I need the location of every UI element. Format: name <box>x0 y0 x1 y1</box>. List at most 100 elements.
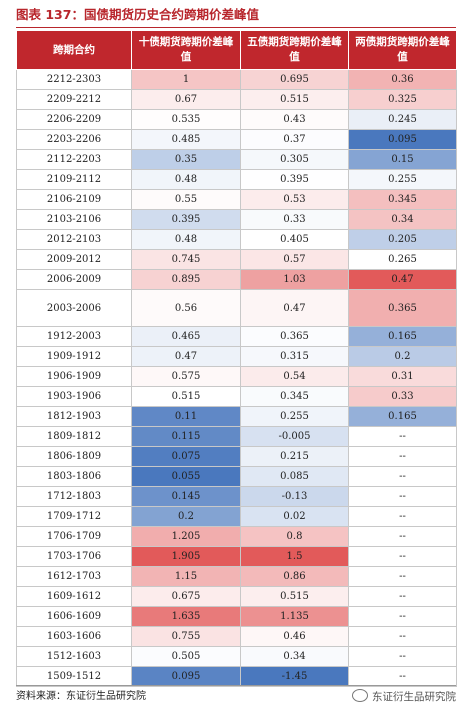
table-row: 1906-1909 0.575 0.54 0.31 <box>16 366 457 387</box>
cell-contract: 2212-2303 <box>16 69 132 90</box>
cell-five-year: 0.345 <box>240 386 349 407</box>
cell-two-year: -- <box>348 506 457 527</box>
table-row: 2206-2209 0.535 0.43 0.245 <box>16 109 457 130</box>
cell-contract: 1512-1603 <box>16 646 132 667</box>
cell-five-year: -0.13 <box>240 486 349 507</box>
table-row: 1606-1609 1.635 1.135 -- <box>16 606 457 627</box>
cell-contract: 2106-2109 <box>16 189 132 210</box>
cell-ten-year: 0.075 <box>131 446 241 467</box>
cell-two-year: 0.365 <box>348 289 457 327</box>
cell-ten-year: 0.535 <box>131 109 241 130</box>
header-ten-year: 十债期货跨期价差峰值 <box>131 30 241 70</box>
cell-five-year: 0.86 <box>240 566 349 587</box>
footer-rule <box>16 685 456 686</box>
cell-five-year: 0.37 <box>240 129 349 150</box>
cell-contract: 2003-2006 <box>16 289 132 327</box>
cell-contract: 1809-1812 <box>16 426 132 447</box>
cell-five-year: 0.695 <box>240 69 349 90</box>
cell-ten-year: 0.895 <box>131 269 241 290</box>
cell-ten-year: 0.505 <box>131 646 241 667</box>
cell-contract: 1712-1803 <box>16 486 132 507</box>
table-row: 1709-1712 0.2 0.02 -- <box>16 506 457 527</box>
header-row: 跨期合约 十债期货跨期价差峰值 五债期货跨期价差峰值 两债期货跨期价差峰值 <box>16 30 457 70</box>
cell-five-year: 0.8 <box>240 526 349 547</box>
cell-five-year: 0.255 <box>240 406 349 427</box>
cell-two-year: 0.325 <box>348 89 457 110</box>
cell-contract: 1612-1703 <box>16 566 132 587</box>
cell-five-year: 0.305 <box>240 149 349 170</box>
table-row: 2209-2212 0.67 0.515 0.325 <box>16 89 457 110</box>
header-contract: 跨期合约 <box>16 30 132 70</box>
table-row: 1809-1812 0.115 -0.005 -- <box>16 426 457 447</box>
table-row: 1603-1606 0.755 0.46 -- <box>16 626 457 647</box>
cell-two-year: -- <box>348 526 457 547</box>
cell-five-year: 0.02 <box>240 506 349 527</box>
cell-ten-year: 1 <box>131 69 241 90</box>
table-row: 1909-1912 0.47 0.315 0.2 <box>16 346 457 367</box>
cell-contract: 2103-2106 <box>16 209 132 230</box>
cell-two-year: 0.15 <box>348 149 457 170</box>
cell-five-year: 0.43 <box>240 109 349 130</box>
cell-contract: 1509-1512 <box>16 666 132 687</box>
cell-contract: 2009-2012 <box>16 249 132 270</box>
cell-contract: 1906-1909 <box>16 366 132 387</box>
cell-contract: 1703-1706 <box>16 546 132 567</box>
watermark: 东证衍生品研究院 <box>352 686 456 708</box>
cell-contract: 2206-2209 <box>16 109 132 130</box>
table-row: 2203-2206 0.485 0.37 0.095 <box>16 129 457 150</box>
table-row: 1912-2003 0.465 0.365 0.165 <box>16 326 457 347</box>
table-row: 2012-2103 0.48 0.405 0.205 <box>16 229 457 250</box>
cell-ten-year: 0.145 <box>131 486 241 507</box>
cell-two-year: -- <box>348 446 457 467</box>
cell-ten-year: 0.745 <box>131 249 241 270</box>
cell-five-year: 0.54 <box>240 366 349 387</box>
cell-ten-year: 0.35 <box>131 149 241 170</box>
table-row: 1903-1906 0.515 0.345 0.33 <box>16 386 457 407</box>
cell-two-year: -- <box>348 426 457 447</box>
cell-five-year: 0.53 <box>240 189 349 210</box>
table-row: 1812-1903 0.11 0.255 0.165 <box>16 406 457 427</box>
cell-contract: 2112-2203 <box>16 149 132 170</box>
table-row: 1512-1603 0.505 0.34 -- <box>16 646 457 667</box>
cell-five-year: 1.5 <box>240 546 349 567</box>
figure-title: 图表 137：国债期货历史合约跨期价差峰值 <box>16 7 259 22</box>
cell-five-year: 0.215 <box>240 446 349 467</box>
cell-ten-year: 0.48 <box>131 229 241 250</box>
cell-ten-year: 0.575 <box>131 366 241 387</box>
cell-ten-year: 0.055 <box>131 466 241 487</box>
cell-five-year: -1.45 <box>240 666 349 687</box>
source-note: 资料来源：东证衍生品研究院 <box>16 691 146 702</box>
cell-contract: 1803-1806 <box>16 466 132 487</box>
cell-contract: 2209-2212 <box>16 89 132 110</box>
cell-five-year: 1.135 <box>240 606 349 627</box>
cell-five-year: 0.405 <box>240 229 349 250</box>
cell-ten-year: 0.485 <box>131 129 241 150</box>
cell-two-year: -- <box>348 486 457 507</box>
cell-two-year: -- <box>348 666 457 687</box>
table-row: 2212-2303 1 0.695 0.36 <box>16 69 457 90</box>
cell-ten-year: 0.48 <box>131 169 241 190</box>
cell-ten-year: 0.67 <box>131 89 241 110</box>
cell-five-year: 0.47 <box>240 289 349 327</box>
table-row: 2103-2106 0.395 0.33 0.34 <box>16 209 457 230</box>
table-row: 1703-1706 1.905 1.5 -- <box>16 546 457 567</box>
cell-ten-year: 0.465 <box>131 326 241 347</box>
cell-contract: 1609-1612 <box>16 586 132 607</box>
cell-contract: 2203-2206 <box>16 129 132 150</box>
table-row: 1706-1709 1.205 0.8 -- <box>16 526 457 547</box>
cell-five-year: 0.34 <box>240 646 349 667</box>
cell-ten-year: 0.675 <box>131 586 241 607</box>
cell-ten-year: 0.115 <box>131 426 241 447</box>
cell-contract: 1903-1906 <box>16 386 132 407</box>
cell-contract: 2012-2103 <box>16 229 132 250</box>
footer: 资料来源：东证衍生品研究院 东证衍生品研究院 <box>16 686 456 708</box>
watermark-text: 东证衍生品研究院 <box>372 691 456 703</box>
cell-ten-year: 0.515 <box>131 386 241 407</box>
spread-table: 跨期合约 十债期货跨期价差峰值 五债期货跨期价差峰值 两债期货跨期价差峰值 22… <box>16 30 457 687</box>
cell-contract: 1812-1903 <box>16 406 132 427</box>
cell-five-year: 0.395 <box>240 169 349 190</box>
cell-ten-year: 0.095 <box>131 666 241 687</box>
cell-two-year: 0.165 <box>348 326 457 347</box>
table-row: 1806-1809 0.075 0.215 -- <box>16 446 457 467</box>
cell-two-year: 0.095 <box>348 129 457 150</box>
